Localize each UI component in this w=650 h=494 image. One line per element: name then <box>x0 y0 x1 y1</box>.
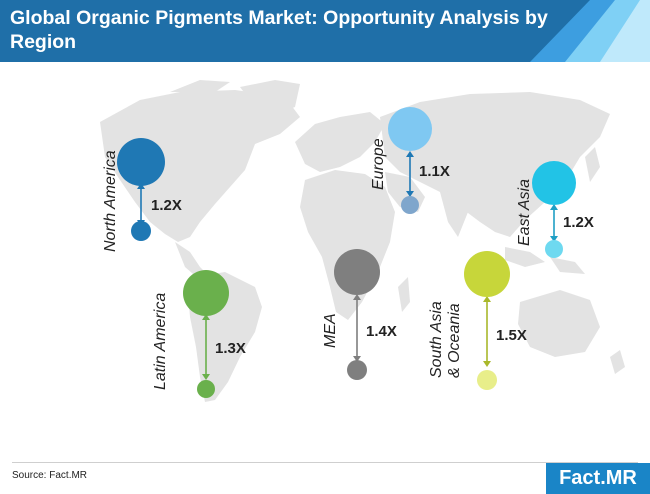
source-note: Source: Fact.MR <box>12 470 88 481</box>
bubble-south-asia-oceania-large <box>464 251 510 297</box>
bubble-latin-america-large <box>183 270 229 316</box>
factmr-logo: Fact.MR <box>546 463 650 494</box>
bubble-europe-small <box>401 196 419 214</box>
ratio-latin-america: 1.3X <box>215 340 246 357</box>
label-south-asia-oceania: South Asia & Oceania <box>428 301 463 378</box>
bubble-north-america-large <box>117 138 165 186</box>
bubble-latin-america-small <box>197 380 215 398</box>
label-mea: MEA <box>322 313 339 348</box>
ratio-mea: 1.4X <box>366 323 397 340</box>
ratio-north-america: 1.2X <box>151 197 182 214</box>
bubble-mea-small <box>347 360 367 380</box>
header-banner: Global Organic Pigments Market: Opportun… <box>0 0 650 62</box>
page-title: Global Organic Pigments Market: Opportun… <box>10 7 548 53</box>
ratio-south-asia-oceania: 1.5X <box>496 327 527 344</box>
bubble-east-asia-large <box>532 161 576 205</box>
header-decoration <box>530 0 650 62</box>
bubble-east-asia-small <box>545 240 563 258</box>
ratio-east-asia: 1.2X <box>563 214 594 231</box>
label-europe: Europe <box>370 138 387 190</box>
footer-divider <box>12 462 638 463</box>
bubble-north-america-small <box>131 221 151 241</box>
label-east-asia: East Asia <box>516 179 533 246</box>
label-north-america: North America <box>102 150 119 252</box>
label-latin-america: Latin America <box>152 292 169 390</box>
bubble-mea-large <box>334 249 380 295</box>
bubble-south-asia-oceania-small <box>477 370 497 390</box>
bubble-europe-large <box>388 107 432 151</box>
ratio-europe: 1.1X <box>419 163 450 180</box>
